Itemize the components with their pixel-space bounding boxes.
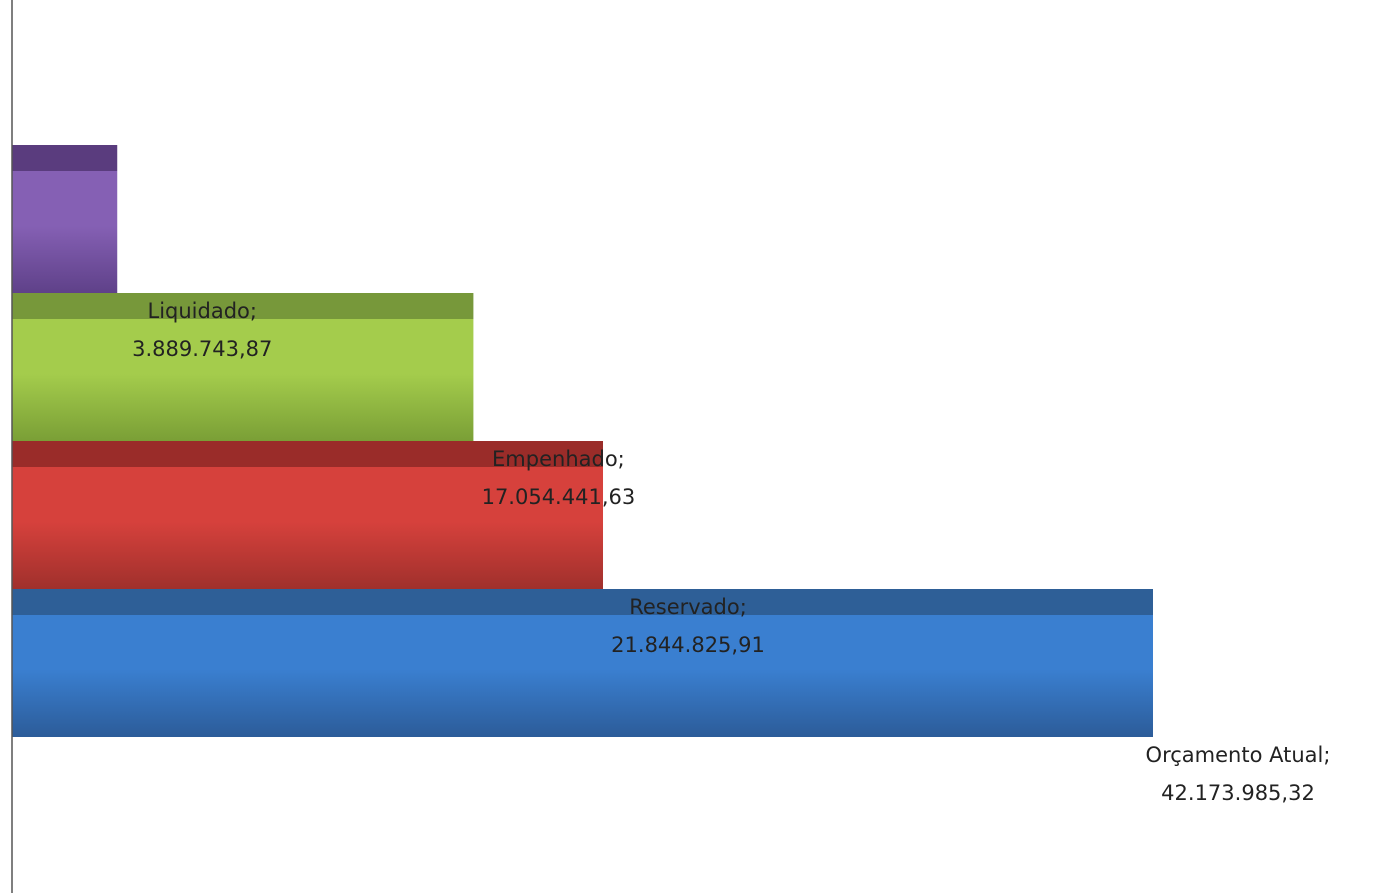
bars-layer xyxy=(12,145,1153,737)
labels-layer: Liquidado; 3.889.743,87 Empenhado; 17.054.4… xyxy=(132,299,1330,805)
bar-cap-orcamento-atual xyxy=(12,589,1153,615)
bar-orcamento-atual xyxy=(12,615,1153,737)
bar-empenhado xyxy=(12,319,474,441)
data-label-name-reservado: Reservado; xyxy=(629,595,747,619)
data-label-value-reservado: 21.844.825,91 xyxy=(611,633,765,657)
data-label-value-orcamento-atual: 42.173.985,32 xyxy=(1161,781,1315,805)
data-label-name-empenhado: Empenhado; xyxy=(492,447,625,471)
data-label-name-orcamento-atual: Orçamento Atual; xyxy=(1146,743,1331,767)
bar-cap-empenhado xyxy=(12,293,474,319)
bar-cap-reservado xyxy=(12,441,604,467)
bar-reservado xyxy=(12,467,604,589)
data-label-value-empenhado: 17.054.441,63 xyxy=(482,485,636,509)
bar-liquidado xyxy=(12,171,118,293)
bar-cap-liquidado xyxy=(12,145,118,171)
data-label-value-liquidado: 3.889.743,87 xyxy=(132,337,272,361)
data-label-name-liquidado: Liquidado; xyxy=(148,299,257,323)
